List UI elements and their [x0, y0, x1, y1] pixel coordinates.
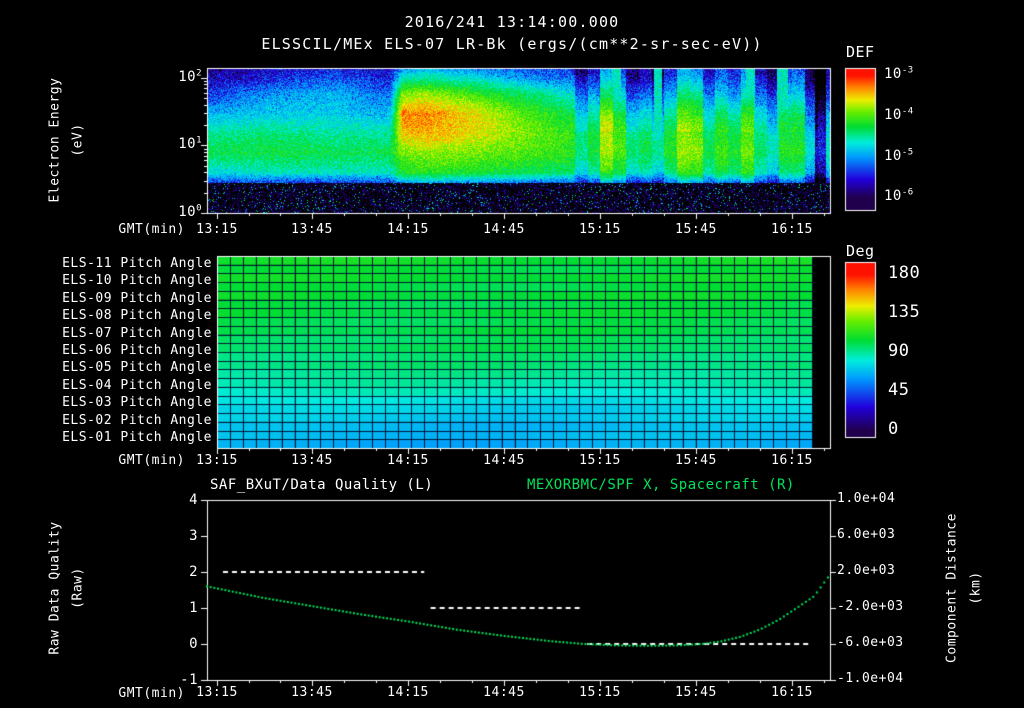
def-tick-label: 10-4 [884, 106, 914, 123]
pitch-row-label: ELS-09 Pitch Angle [62, 291, 212, 306]
pitch-row-label: ELS-06 Pitch Angle [62, 343, 212, 358]
x-tick-label-quality: 15:15 [579, 685, 621, 700]
x-tick-label-pitch: 15:45 [675, 453, 717, 468]
x-tick-label-quality: 13:45 [291, 685, 333, 700]
def-colorbar [845, 68, 875, 210]
x-tick-label-spectrogram: 16:15 [771, 222, 813, 237]
distance-tick-label: 2.0e+03 [837, 563, 896, 578]
x-tick-label-pitch: 13:15 [196, 453, 238, 468]
quality-tick-label: 1 [189, 600, 198, 616]
spectrogram-ylabel: Electron Energy [47, 77, 63, 203]
distance-tick-label: 6.0e+03 [837, 527, 896, 542]
distance-tick-label: -6.0e+03 [837, 635, 904, 650]
x-tick-label-pitch: 16:15 [771, 453, 813, 468]
quality-plot-area [207, 500, 830, 680]
page-title-date: 2016/241 13:14:00.000 [404, 13, 620, 31]
pitch-row-label: ELS-11 Pitch Angle [62, 256, 212, 271]
gmt-axis-label-spectrogram: GMT(min) [118, 222, 185, 237]
x-tick-label-spectrogram: 13:15 [196, 222, 238, 237]
spectrogram-title: ELSSCIL/MEx ELS-07 LR-Bk (ergs/(cm**2-sr… [261, 35, 763, 53]
pitch-row-label: ELS-04 Pitch Angle [62, 378, 212, 393]
pitch-plot-area [217, 256, 830, 448]
x-tick-label-quality: 16:15 [771, 685, 813, 700]
spectrogram-plot-area [207, 68, 830, 213]
quality-right-title: MEXORBMC/SPF X, Spacecraft (R) [527, 477, 795, 493]
x-tick-label-pitch: 15:15 [579, 453, 621, 468]
distance-ylabel-units: (km) [968, 571, 984, 605]
deg-tick-label: 135 [888, 302, 921, 322]
x-tick-label-pitch: 14:45 [483, 453, 525, 468]
def-tick-label: 10-6 [884, 187, 914, 204]
quality-tick-label: 4 [189, 492, 198, 508]
x-tick-label-spectrogram: 15:15 [579, 222, 621, 237]
x-tick-label-spectrogram: 14:45 [483, 222, 525, 237]
deg-tick-label: 90 [888, 341, 910, 361]
def-colorbar-title: DEF [846, 43, 875, 61]
pitch-row-label: ELS-02 Pitch Angle [62, 413, 212, 428]
gmt-axis-label-pitch: GMT(min) [118, 453, 185, 468]
pitch-row-label: ELS-05 Pitch Angle [62, 360, 212, 375]
deg-colorbar-title: Deg [846, 242, 875, 260]
x-tick-label-spectrogram: 13:45 [291, 222, 333, 237]
x-tick-label-quality: 13:15 [196, 685, 238, 700]
pitch-row-label: ELS-08 Pitch Angle [62, 308, 212, 323]
distance-tick-label: -2.0e+03 [837, 599, 904, 614]
quality-tick-label: 3 [189, 528, 198, 544]
x-tick-label-spectrogram: 15:45 [675, 222, 717, 237]
pitch-row-label: ELS-01 Pitch Angle [62, 430, 212, 445]
x-tick-label-pitch: 14:15 [387, 453, 429, 468]
pitch-row-label: ELS-07 Pitch Angle [62, 326, 212, 341]
quality-tick-label: -1 [180, 672, 198, 688]
quality-tick-label: 0 [189, 636, 198, 652]
distance-tick-label: -1.0e+04 [837, 671, 904, 686]
x-tick-label-quality: 15:45 [675, 685, 717, 700]
deg-tick-label: 45 [888, 380, 910, 400]
quality-left-title: SAF_BXuT/Data Quality (L) [210, 477, 434, 493]
deg-tick-label: 180 [888, 263, 921, 283]
gmt-axis-label-quality: GMT(min) [118, 686, 185, 701]
pitch-row-label: ELS-10 Pitch Angle [62, 273, 212, 288]
quality-ylabel-units: (Raw) [70, 567, 86, 609]
x-tick-label-pitch: 13:45 [291, 453, 333, 468]
energy-tick-label: 100 [178, 203, 202, 220]
deg-tick-label: 0 [888, 419, 899, 439]
x-tick-label-spectrogram: 14:15 [387, 222, 429, 237]
quality-ylabel: Raw Data Quality [47, 521, 63, 655]
x-tick-label-quality: 14:15 [387, 685, 429, 700]
distance-tick-label: 1.0e+04 [837, 491, 896, 506]
deg-colorbar [845, 262, 875, 437]
def-tick-label: 10-5 [884, 147, 914, 164]
spectrogram-ylabel-units: (eV) [70, 123, 86, 157]
pitch-row-label: ELS-03 Pitch Angle [62, 395, 212, 410]
quality-tick-label: 2 [189, 564, 198, 580]
energy-tick-label: 102 [178, 68, 202, 85]
distance-ylabel: Component Distance [944, 513, 960, 663]
x-tick-label-quality: 14:45 [483, 685, 525, 700]
def-tick-label: 10-3 [884, 65, 914, 82]
energy-tick-label: 101 [178, 135, 202, 152]
